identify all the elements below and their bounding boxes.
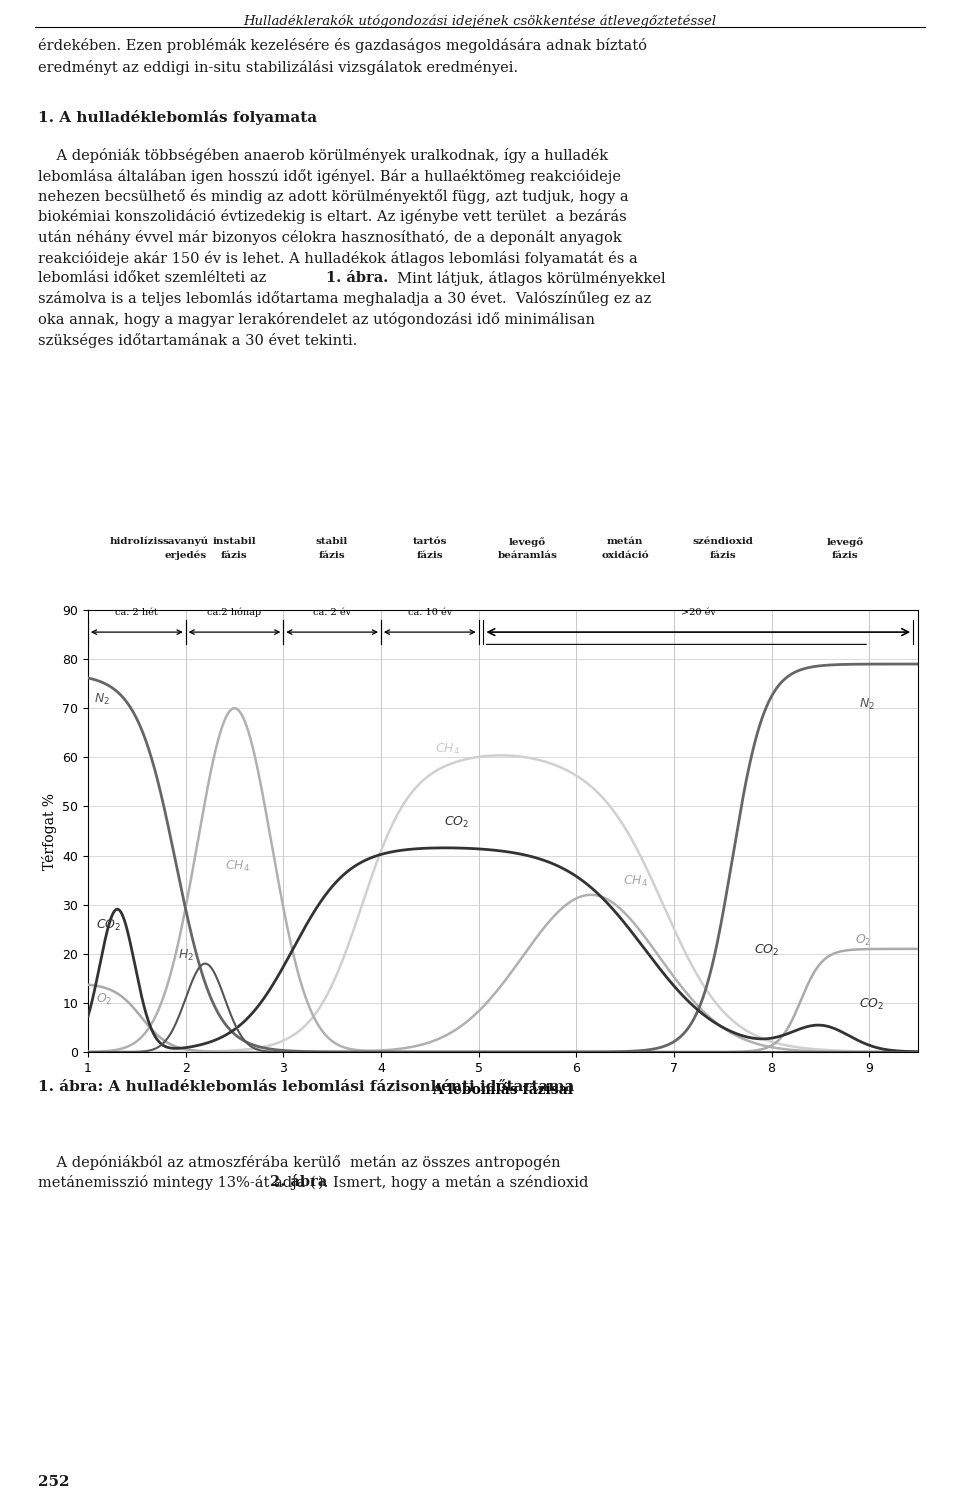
Text: ca. 2 év: ca. 2 év <box>313 608 351 617</box>
Text: Mint látjuk, átlagos körülményekkel: Mint látjuk, átlagos körülményekkel <box>388 272 665 287</box>
Text: fázis: fázis <box>831 551 858 560</box>
X-axis label: A lebomlás fázisai: A lebomlás fázisai <box>433 1083 573 1097</box>
Text: nehezen becsülhető és mindig az adott körülményektől függ, azt tudjuk, hogy a: nehezen becsülhető és mindig az adott kö… <box>38 189 629 204</box>
Text: $O_2$: $O_2$ <box>96 991 112 1007</box>
Y-axis label: Térfogat %: Térfogat % <box>41 792 57 869</box>
Text: 1. A hulladéklebomlás folyamata: 1. A hulladéklebomlás folyamata <box>38 110 317 125</box>
Text: metánemisszió mintegy 13%-át adja (: metánemisszió mintegy 13%-át adja ( <box>38 1176 316 1191</box>
Text: $CH_4$: $CH_4$ <box>225 859 250 874</box>
Text: fázis: fázis <box>709 551 736 560</box>
Text: fázis: fázis <box>221 551 248 560</box>
Text: savanyú: savanyú <box>162 537 208 546</box>
Text: $CO_2$: $CO_2$ <box>754 943 780 958</box>
Text: fázis: fázis <box>417 551 444 560</box>
Text: 1. ábra: A hulladéklebomlás lebomlási fázisonkénti időtartama: 1. ábra: A hulladéklebomlás lebomlási fá… <box>38 1080 574 1094</box>
Text: levegő: levegő <box>827 537 863 546</box>
Text: $N_2$: $N_2$ <box>94 693 109 708</box>
Text: ca. 2 hét: ca. 2 hét <box>115 608 158 617</box>
Text: stabil: stabil <box>316 537 348 546</box>
Text: tartós: tartós <box>413 537 447 546</box>
Text: ca.2 hónap: ca.2 hónap <box>207 608 261 617</box>
Text: instabil: instabil <box>213 537 256 546</box>
Text: 1. ábra.: 1. ábra. <box>326 272 388 285</box>
Text: reakcióideje akár 150 év is lehet. A hulladékok átlagos lebomlási folyamatát és : reakcióideje akár 150 év is lehet. A hul… <box>38 250 637 266</box>
Text: $CO_2$: $CO_2$ <box>96 917 121 934</box>
Text: A depóniákból az atmoszférába kerülő  metán az összes antropogén: A depóniákból az atmoszférába kerülő met… <box>38 1154 561 1169</box>
Text: szükséges időtartamának a 30 évet tekinti.: szükséges időtartamának a 30 évet tekint… <box>38 332 357 347</box>
Text: $CO_2$: $CO_2$ <box>444 815 469 830</box>
Text: széndioxid: széndioxid <box>692 537 754 546</box>
Text: biokémiai konszolidáció évtizedekig is eltart. Az igénybe vett terület  a bezárá: biokémiai konszolidáció évtizedekig is e… <box>38 210 627 225</box>
Text: levegő: levegő <box>509 537 546 546</box>
Text: $CO_2$: $CO_2$ <box>859 997 884 1013</box>
Text: metán: metán <box>607 537 643 546</box>
Text: lebomlása általában igen hosszú időt igényel. Bár a hullaéktömeg reakcióideje: lebomlása általában igen hosszú időt igé… <box>38 169 621 184</box>
Text: számolva is a teljes lebomlás időtartama meghaladja a 30 évet.  Valószínűleg ez : számolva is a teljes lebomlás időtartama… <box>38 291 651 306</box>
Text: ca. 10 év: ca. 10 év <box>408 608 452 617</box>
Text: érdekében. Ezen problémák kezelésére és gazdaságos megoldására adnak bíztató
ere: érdekében. Ezen problémák kezelésére és … <box>38 38 647 75</box>
Text: ). Ismert, hogy a metán a széndioxid: ). Ismert, hogy a metán a széndioxid <box>318 1176 588 1191</box>
Text: $H_2$: $H_2$ <box>178 948 194 963</box>
Text: lebomlási időket szemlélteti az: lebomlási időket szemlélteti az <box>38 272 271 285</box>
Text: fázis: fázis <box>319 551 346 560</box>
Text: $O_2$: $O_2$ <box>854 933 871 948</box>
Text: oxidáció: oxidáció <box>601 551 649 560</box>
Text: A depóniák többségében anaerob körülmények uralkodnak, így a hulladék: A depóniák többségében anaerob körülmény… <box>38 148 608 163</box>
Text: $CH_4$: $CH_4$ <box>435 741 460 756</box>
Text: Hulladéklerakók utógondozási idejének csökkentése átlevegőztetéssel: Hulladéklerakók utógondozási idejének cs… <box>244 15 716 29</box>
Text: oka annak, hogy a magyar lerakórendelet az utógondozási idő minimálisan: oka annak, hogy a magyar lerakórendelet … <box>38 312 595 327</box>
Text: >20 év: >20 év <box>681 608 716 617</box>
Text: $CH_4$: $CH_4$ <box>623 874 648 889</box>
Text: hidrolízis: hidrolízis <box>109 537 164 546</box>
Text: $N_2$: $N_2$ <box>859 697 876 712</box>
Text: 2. ábra: 2. ábra <box>270 1176 327 1189</box>
Text: beáramlás: beáramlás <box>497 551 558 560</box>
Text: 252: 252 <box>38 1474 69 1489</box>
Text: után néhány évvel már bizonyos célokra hasznosítható, de a deponált anyagok: után néhány évvel már bizonyos célokra h… <box>38 229 622 244</box>
Text: erjedés: erjedés <box>164 551 206 560</box>
